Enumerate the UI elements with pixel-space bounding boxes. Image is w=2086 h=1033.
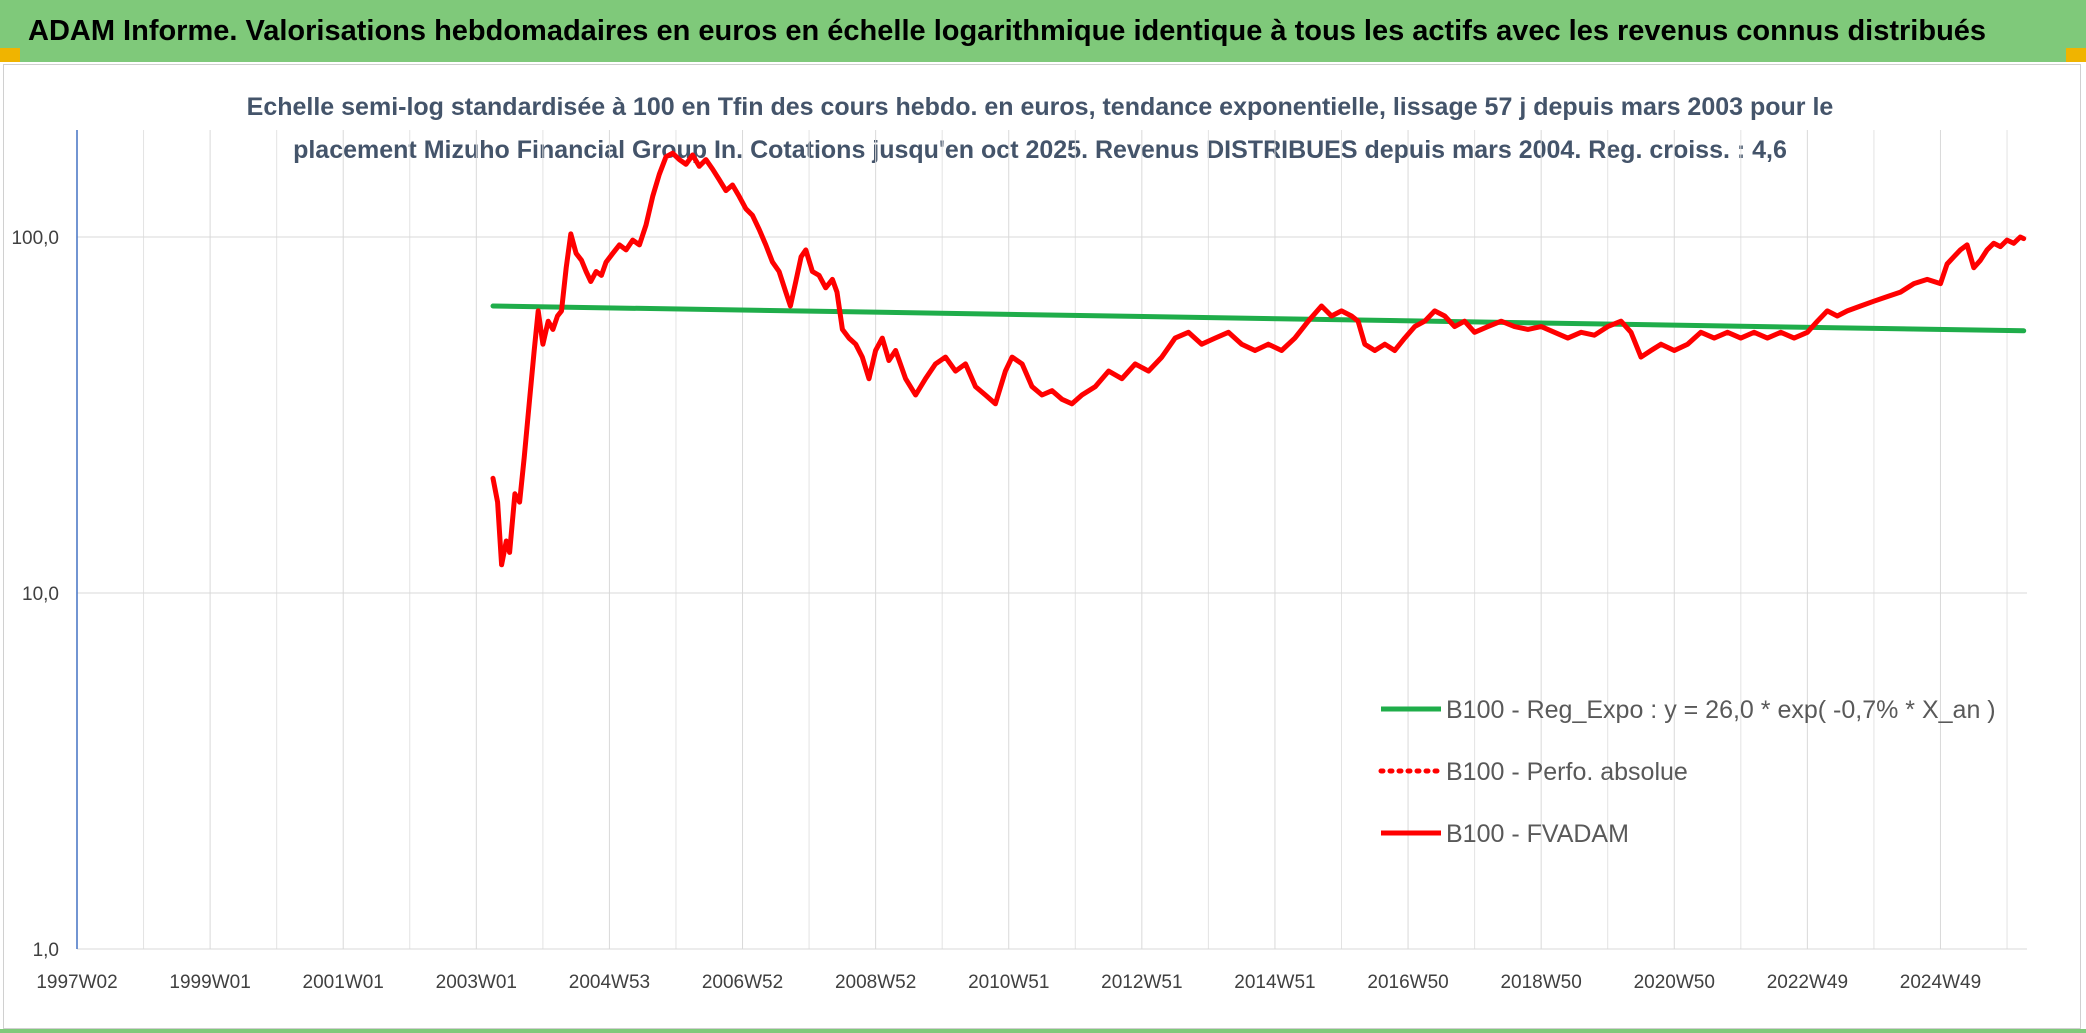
corner-marker bbox=[2066, 48, 2086, 62]
x-tick-label: 2018W50 bbox=[1500, 972, 1581, 993]
x-tick-label: 1997W02 bbox=[36, 972, 117, 993]
x-tick-label: 2012W51 bbox=[1101, 972, 1182, 993]
series bbox=[490, 150, 2027, 568]
y-tick-label: 100,0 bbox=[11, 228, 59, 249]
legend-label: B100 - Perfo. absolue bbox=[1446, 758, 1688, 786]
report-title: ADAM Informe. Valorisations hebdomadaire… bbox=[28, 14, 1987, 47]
x-tick-label: 2004W53 bbox=[569, 972, 650, 993]
x-tick-label: 2006W52 bbox=[702, 972, 783, 993]
x-tick-label: 2008W52 bbox=[835, 972, 916, 993]
x-tick-label: 2010W51 bbox=[968, 972, 1049, 993]
x-tick-label: 2024W49 bbox=[1900, 972, 1981, 993]
x-tick-label: 2022W49 bbox=[1767, 972, 1848, 993]
y-tick-label: 1,0 bbox=[33, 940, 59, 961]
legend-label: B100 - Reg_Expo : y = 26,0 * exp( -0,7% … bbox=[1446, 696, 1996, 724]
chart-subtitle-line-2: placement Mizuho Financial Group In. Cot… bbox=[293, 136, 1787, 164]
legend-label: B100 - FVADAM bbox=[1446, 820, 1629, 848]
grid bbox=[76, 130, 2027, 950]
chart-subtitle-line-1: Echelle semi-log standardisée à 100 en T… bbox=[247, 93, 1834, 121]
x-tick-label: 2016W50 bbox=[1367, 972, 1448, 993]
series-line-0 bbox=[490, 303, 2027, 334]
series-line-2 bbox=[490, 150, 2027, 568]
y-tick-label: 10,0 bbox=[22, 584, 59, 605]
report-title-banner: ADAM Informe. Valorisations hebdomadaire… bbox=[0, 0, 2086, 62]
axes: 100,0 10,0 1,0 1997W02 1999W01 2001W01 2003W01… bbox=[11, 130, 1981, 993]
x-tick-label: 2003W01 bbox=[436, 972, 517, 993]
corner-marker bbox=[0, 48, 20, 62]
x-tick-label: 1999W01 bbox=[169, 972, 250, 993]
bottom-bar bbox=[0, 1029, 2086, 1033]
x-tick-label: 2014W51 bbox=[1234, 972, 1315, 993]
chart-frame bbox=[3, 64, 2081, 1029]
x-tick-label: 2020W50 bbox=[1634, 972, 1715, 993]
legend: B100 - Reg_Expo : y = 26,0 * exp( -0,7% … bbox=[1378, 696, 1996, 848]
x-tick-label: 2001W01 bbox=[303, 972, 384, 993]
